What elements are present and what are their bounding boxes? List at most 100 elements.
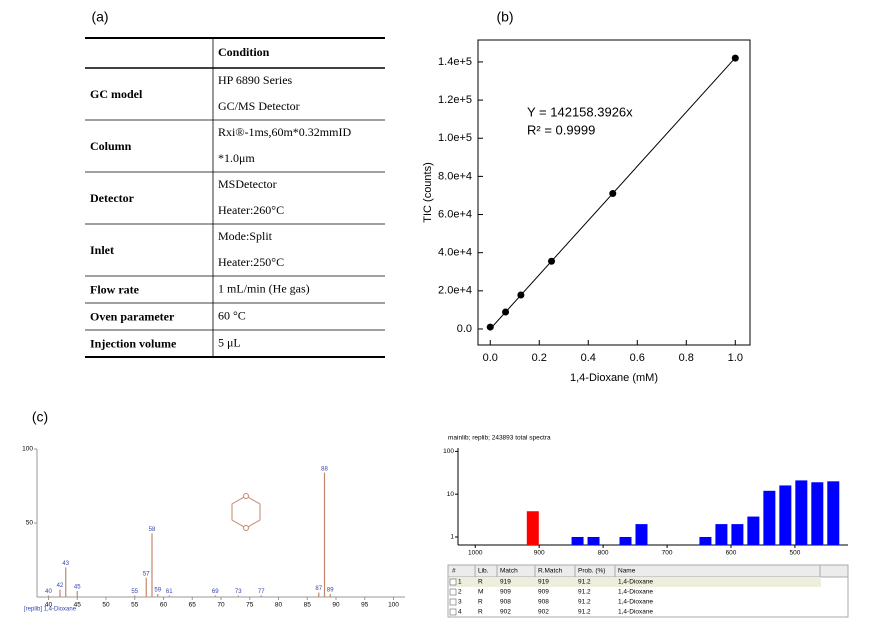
y-tick-label: 6.0e+4 — [438, 208, 472, 220]
y-tick-label: 2.0e+4 — [438, 285, 472, 297]
point — [502, 308, 510, 316]
cell-text: 1,4-Dioxane — [618, 589, 653, 596]
cell-text: 919 — [500, 579, 511, 586]
x-tick-label: 95 — [361, 602, 369, 609]
row-label: Flow rate — [90, 282, 140, 296]
x-tick-label: 55 — [131, 602, 139, 609]
peak-label: 73 — [235, 589, 242, 595]
cell-text: 1,4-Dioxane — [618, 609, 653, 616]
cell-text: R — [478, 609, 483, 616]
row-highlight — [449, 577, 821, 587]
cell-text: 3 — [458, 599, 462, 606]
row-label: Detector — [90, 191, 135, 205]
x-tick-label: 50 — [102, 602, 110, 609]
cell-text: HP 6890 Series — [218, 73, 293, 87]
bar — [526, 511, 539, 545]
x-tick-label: 1.0 — [728, 352, 743, 364]
x-tick-label: 65 — [189, 602, 197, 609]
x-tick-label: 900 — [534, 550, 545, 557]
bar — [699, 536, 712, 545]
bar — [619, 536, 632, 545]
x-axis-label: 1,4-Dioxane (mM) — [570, 372, 658, 384]
bar — [811, 482, 824, 545]
cell-text: 91.2 — [578, 599, 591, 606]
y-tick-label: 10 — [447, 491, 455, 498]
peak-label: 89 — [327, 588, 334, 594]
expand-icon — [449, 598, 457, 606]
cell-text: 60 °C — [218, 308, 246, 322]
x-tick-label: 500 — [790, 550, 801, 557]
peak-label: 61 — [166, 589, 173, 595]
cell-text: 1 mL/min (He gas) — [218, 281, 310, 295]
cell-text: MSDetector — [218, 177, 277, 191]
peak-label: 88 — [321, 466, 328, 472]
chart-title: mainlib; replib; 243893 total spectra — [448, 435, 551, 442]
cell-text: 909 — [538, 589, 549, 596]
bar — [635, 524, 648, 545]
cell-text: 91.2 — [578, 579, 591, 586]
peak-label: 87 — [315, 586, 322, 592]
peak-label: 58 — [149, 527, 156, 533]
cell-text: Heater:250°C — [218, 255, 284, 269]
y-tick-label: 8.0e+4 — [438, 170, 472, 182]
peak-label: 42 — [57, 583, 64, 589]
x-tick-label: 100 — [388, 602, 399, 609]
y-tick-label: 1.0e+5 — [438, 132, 472, 144]
bar — [715, 524, 728, 545]
row-label: Column — [90, 139, 132, 153]
x-tick-label: 0.8 — [679, 352, 694, 364]
row-label: GC model — [90, 87, 143, 101]
bar — [779, 485, 792, 545]
peak-label: 40 — [45, 589, 52, 595]
cell-text: 1 — [458, 579, 462, 586]
cell-text: 91.2 — [578, 609, 591, 616]
bar — [587, 536, 600, 545]
expand-icon — [449, 608, 457, 616]
bar — [795, 480, 808, 545]
cell-text: R — [478, 579, 483, 586]
panel-label: (c) — [32, 409, 48, 425]
cell-text: GC/MS Detector — [218, 99, 300, 113]
molecule — [231, 493, 261, 531]
x-tick-label: 40 — [45, 602, 53, 609]
column-header: Match — [500, 568, 518, 575]
cell-text: 919 — [538, 579, 549, 586]
x-tick-label: 45 — [74, 602, 82, 609]
peak-label: 59 — [154, 588, 161, 594]
x-tick-label: 0.6 — [630, 352, 645, 364]
point — [486, 323, 494, 331]
table-header: Condition — [218, 45, 270, 59]
cell-text: 902 — [500, 609, 511, 616]
y-tick-label: 0.0 — [457, 323, 472, 335]
y-tick-label: 100 — [22, 446, 33, 453]
column-header: # — [452, 568, 456, 575]
y-axis-label: TIC (counts) — [422, 162, 434, 223]
cell-text: *1.0μm — [218, 151, 255, 165]
cell-text: 91.2 — [578, 589, 591, 596]
caption: [replib] 1,4-Dioxane — [24, 607, 77, 613]
x-tick-label: 75 — [246, 602, 254, 609]
x-tick-label: 0.2 — [532, 352, 547, 364]
peak-label: 57 — [143, 571, 150, 577]
x-tick-label: 85 — [304, 602, 312, 609]
x-tick-label: 1000 — [468, 550, 483, 557]
peak-label: 45 — [74, 585, 81, 591]
y-tick-label: 50 — [26, 520, 34, 527]
cell-text: Rxi®-1ms,60m*0.32mmID — [218, 125, 351, 139]
cell-text: Mode:Split — [218, 229, 273, 243]
x-tick-label: 60 — [160, 602, 168, 609]
peak-label: 43 — [62, 561, 69, 567]
bar — [763, 490, 776, 545]
bar — [731, 524, 744, 545]
cell-text: 1,4-Dioxane — [618, 599, 653, 606]
cell-text: 2 — [458, 589, 462, 596]
row-label: Oven parameter — [90, 309, 175, 323]
cell-text: Heater:260°C — [218, 203, 284, 217]
point — [548, 257, 556, 265]
expand-icon — [449, 588, 457, 596]
cell-text: 909 — [500, 589, 511, 596]
y-tick-label: 1.4e+5 — [438, 56, 472, 68]
x-tick-label: 90 — [332, 602, 340, 609]
cell-text: 908 — [500, 599, 511, 606]
expand-icon — [449, 578, 457, 586]
